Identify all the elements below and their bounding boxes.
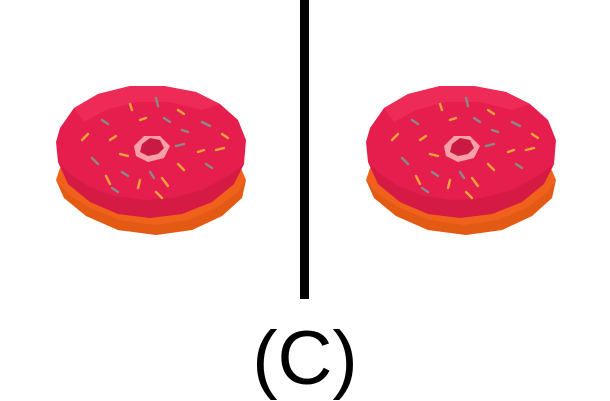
donut-icing-shadow <box>58 162 244 218</box>
donut-sprinkles <box>80 96 230 200</box>
option-caption: (C) <box>252 316 358 401</box>
vertical-divider <box>300 0 309 299</box>
donut-image-left <box>56 86 246 235</box>
donut-dough-shade <box>56 180 246 235</box>
donut-hole-inner <box>140 138 164 156</box>
donut-icon <box>56 86 246 235</box>
donut-icing-highlight <box>74 86 220 122</box>
donut-image-right <box>366 86 556 235</box>
donut-icing-shadow <box>368 162 554 218</box>
donut-icing-highlight <box>384 86 530 122</box>
donut-icon <box>366 86 556 235</box>
donut-hole-inner <box>450 138 474 156</box>
donut-sprinkles <box>390 96 540 200</box>
donut-dough-shade <box>366 180 556 235</box>
